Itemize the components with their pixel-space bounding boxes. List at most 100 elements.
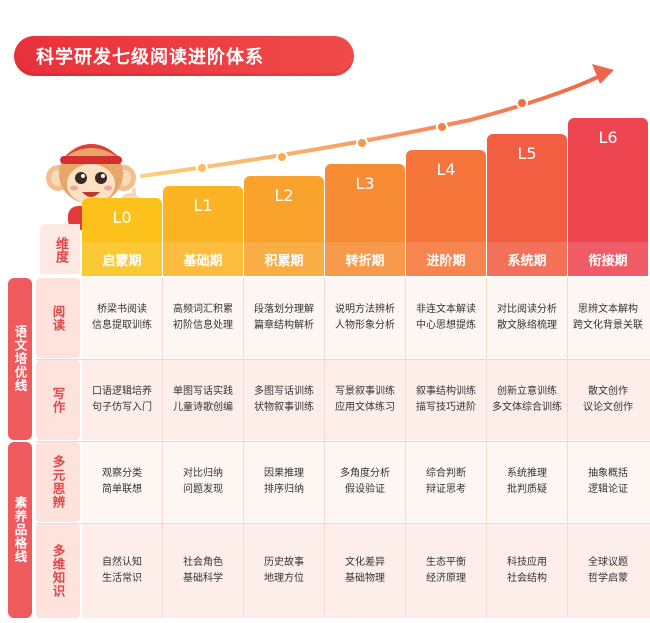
table-cell: 生态平衡 经济原理 (406, 524, 486, 618)
cell-line: 思辨文本解构 (578, 304, 638, 315)
cell-line: 科技应用 (507, 557, 547, 568)
table-cell: 高频词汇积累 初阶信息处理 (163, 278, 243, 358)
row-divider (36, 523, 650, 524)
cell-line: 桥梁书阅读 (97, 304, 147, 315)
level-stage: 衔接期 (568, 242, 648, 276)
table-cell: 自然认知 生活常识 (82, 524, 162, 618)
table-cell: 散文创作 议论文创作 (568, 360, 648, 440)
cell-line: 多文体综合训练 (492, 402, 562, 413)
level-stage: 启蒙期 (82, 242, 162, 276)
cell-line: 对比阅读分析 (497, 304, 557, 315)
level-column-l3: L3 转折期 (325, 164, 405, 276)
cell-line: 排序归纳 (264, 484, 304, 495)
cell-line: 历史故事 (264, 557, 304, 568)
cell-line: 说明方法辨析 (335, 304, 395, 315)
level-code: L2 (274, 186, 294, 205)
level-code: L3 (355, 174, 375, 193)
cell-line: 假设验证 (345, 484, 385, 495)
level-column-l4: L4 进阶期 (406, 150, 486, 276)
level-stage: 基础期 (163, 242, 243, 276)
cell-line: 状物叙事训练 (254, 402, 314, 413)
cell-line: 基础科学 (183, 573, 223, 584)
row-label: 多元思辨 (36, 442, 80, 522)
cell-line: 对比归纳 (183, 468, 223, 479)
cell-line: 因果推理 (264, 468, 304, 479)
cell-line: 段落划分理解 (254, 304, 314, 315)
table-cell: 历史故事 地理方位 (244, 524, 324, 618)
cell-line: 散文创作 (588, 386, 628, 397)
level-column-l1: L1 基础期 (163, 186, 243, 276)
row-label: 阅读 (36, 278, 80, 358)
cell-line: 问题发现 (183, 484, 223, 495)
cell-line: 信息提取训练 (92, 320, 152, 331)
cell-line: 多图写话训练 (254, 386, 314, 397)
level-stage: 系统期 (487, 242, 567, 276)
level-stage: 进阶期 (406, 242, 486, 276)
cell-line: 生态平衡 (426, 557, 466, 568)
table-cell: 桥梁书阅读信息提取训练 (82, 278, 162, 358)
cell-line: 应用文体练习 (335, 402, 395, 413)
cell-line: 逻辑论证 (588, 484, 628, 495)
table-cell: 段落划分理解 篇章结构解析 (244, 278, 324, 358)
cell-line: 基础物理 (345, 573, 385, 584)
level-column-l6: L6 衔接期 (568, 118, 648, 276)
table-cell: 写景叙事训练 应用文体练习 (325, 360, 405, 440)
cell-line: 描写技巧进阶 (416, 402, 476, 413)
column-divider (162, 278, 163, 618)
cell-line: 经济原理 (426, 573, 466, 584)
cell-line: 写景叙事训练 (335, 386, 395, 397)
cell-line: 系统推理 (507, 468, 547, 479)
row-divider (36, 359, 650, 360)
growth-trend-arrow (140, 64, 614, 178)
cell-line: 辩证思考 (426, 484, 466, 495)
table-cell: 对比阅读分析 散文脉络梳理 (487, 278, 567, 358)
table-cell: 社会角色 基础科学 (163, 524, 243, 618)
cell-line: 非连文本解读 (416, 304, 476, 315)
row-background (82, 442, 650, 522)
cell-line: 社会角色 (183, 557, 223, 568)
cell-line: 篇章结构解析 (254, 320, 314, 331)
level-column-l5: L5 系统期 (487, 134, 567, 276)
dimension-header-label: 维度 (53, 237, 68, 263)
cell-line: 人物形象分析 (335, 320, 395, 331)
cell-line: 地理方位 (264, 573, 304, 584)
table-cell: 叙事结构训练 描写技巧进阶 (406, 360, 486, 440)
table-cell: 对比归纳 问题发现 (163, 442, 243, 522)
cell-line: 批判质疑 (507, 484, 547, 495)
level-stage: 转折期 (325, 242, 405, 276)
level-code: L4 (436, 160, 456, 179)
cell-line: 创新立意训练 (497, 386, 557, 397)
cell-line: 综合判断 (426, 468, 466, 479)
page-title: 科学研发七级阅读进阶体系 (36, 47, 264, 68)
cell-line: 议论文创作 (583, 402, 633, 413)
column-divider (486, 278, 487, 618)
row-background (82, 360, 650, 440)
table-cell: 系统推理 批判质疑 (487, 442, 567, 522)
row-background (82, 524, 650, 618)
level-stage: 积累期 (244, 242, 324, 276)
row-label: 多维知识 (36, 524, 80, 618)
row-label: 写作 (36, 360, 80, 440)
table-cell: 思辨文本解构 跨文化背景关联 (568, 278, 648, 358)
table-cell: 口语逻辑培养 句子仿写入门 (82, 360, 162, 440)
cell-line: 生活常识 (102, 573, 142, 584)
cell-line: 中心思想提炼 (416, 320, 476, 331)
table-cell: 综合判断 辩证思考 (406, 442, 486, 522)
column-divider (567, 278, 568, 618)
cell-line: 自然认知 (102, 557, 142, 568)
dimension-header-bg (40, 224, 80, 274)
table-cell: 全球议题 哲学启蒙 (568, 524, 648, 618)
table-cell: 科技应用 社会结构 (487, 524, 567, 618)
table-cell: 观察分类 简单联想 (82, 442, 162, 522)
level-code: L0 (112, 208, 132, 227)
group-band-1: 语文培优线 (8, 278, 32, 440)
level-column-l2: L2 积累期 (244, 176, 324, 276)
table-cell: 多角度分析 假设验证 (325, 442, 405, 522)
cell-line: 观察分类 (102, 468, 142, 479)
cell-line: 抽象概括 (588, 468, 628, 479)
cell-line: 初阶信息处理 (173, 320, 233, 331)
cell-line: 文化差异 (345, 557, 385, 568)
level-code: L6 (598, 128, 618, 147)
table-cell: 因果推理 排序归纳 (244, 442, 324, 522)
table-cell: 创新立意训练 多文体综合训练 (487, 360, 567, 440)
